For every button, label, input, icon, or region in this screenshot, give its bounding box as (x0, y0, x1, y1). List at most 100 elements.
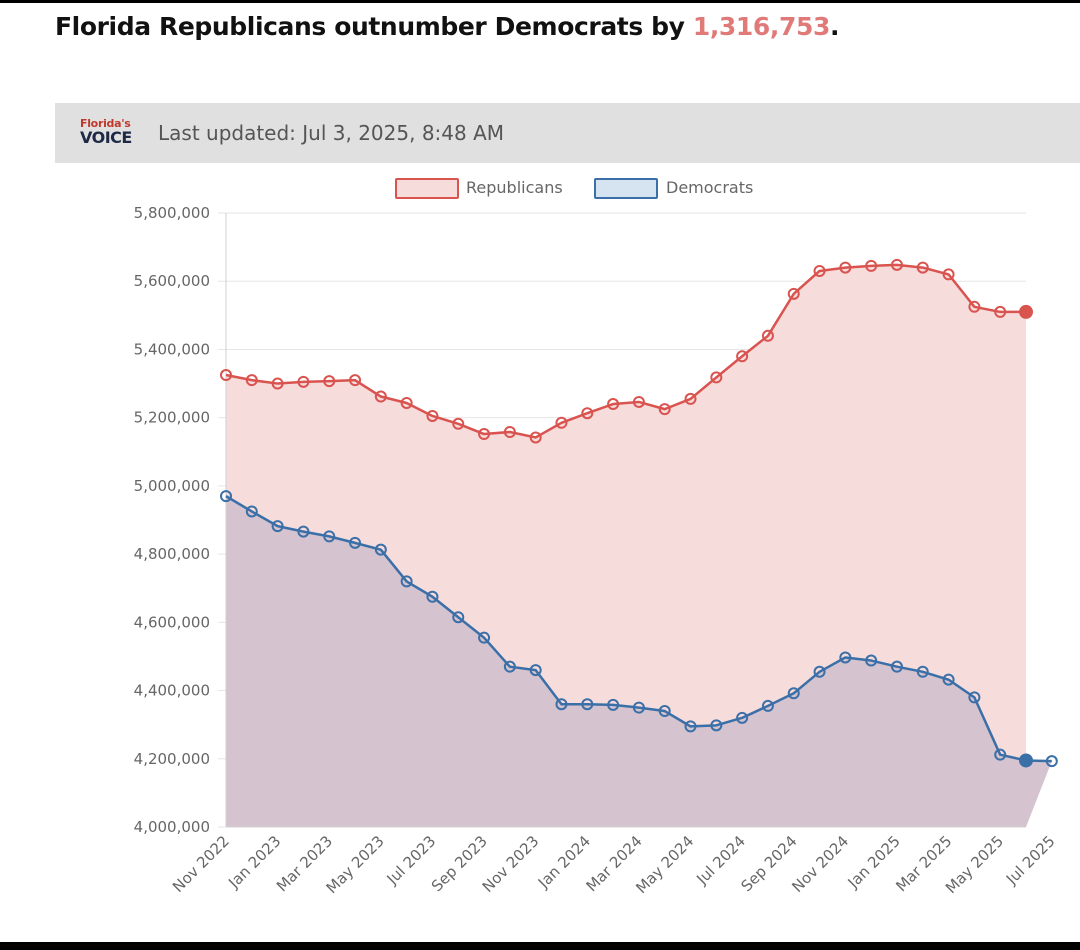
last-updated: Last updated: Jul 3, 2025, 8:48 AM (158, 121, 505, 145)
logo-top-text: Florida's (80, 117, 131, 130)
page-title: Florida Republicans outnumber Democrats … (55, 12, 840, 41)
point-layer (220, 258, 1058, 768)
point-republicans (787, 287, 800, 300)
point-republicans (942, 268, 955, 281)
point-republicans (968, 300, 981, 313)
y-tick-label: 5,600,000 (134, 272, 210, 290)
legend-swatch-republicans[interactable] (395, 178, 459, 199)
point-democrats (632, 701, 645, 714)
chart-banner: Florida's VOICE Last updated: Jul 3, 202… (55, 103, 1080, 163)
legend-swatch-democrats[interactable] (594, 178, 658, 199)
point-democrats (529, 664, 542, 677)
point-democrats (220, 490, 232, 503)
line-democrats (225, 495, 1052, 763)
point-republicans (323, 375, 336, 388)
point-democrats (581, 698, 594, 711)
legend: Republicans Democrats (395, 178, 753, 199)
point-democrats (684, 720, 697, 733)
point-democrats (865, 654, 878, 667)
point-republicans (245, 374, 258, 387)
axis-layer (225, 213, 1026, 828)
point-republicans (349, 374, 362, 387)
legend-label-democrats[interactable]: Democrats (666, 178, 753, 197)
point-republicans (297, 375, 310, 388)
point-democrats (710, 719, 723, 732)
point-republicans (1019, 304, 1033, 319)
point-republicans (916, 261, 929, 274)
top-border (0, 0, 1080, 3)
point-democrats (426, 590, 439, 603)
point-democrats (503, 660, 516, 673)
point-democrats (297, 525, 310, 538)
y-tick-label: 4,000,000 (134, 818, 210, 836)
y-tick-label: 5,200,000 (134, 409, 210, 427)
y-tick-label: 4,200,000 (134, 750, 210, 768)
bottom-border (0, 942, 1080, 950)
headline-difference: 1,316,753 (692, 12, 831, 41)
point-republicans (736, 350, 749, 363)
point-democrats (890, 660, 903, 673)
point-republicans (813, 264, 826, 277)
point-democrats (452, 611, 465, 624)
point-democrats (245, 505, 258, 518)
headline-prefix: Florida Republicans outnumber Democrats … (55, 12, 693, 41)
point-democrats (271, 520, 284, 533)
y-tick-label: 5,400,000 (134, 340, 210, 358)
point-republicans (994, 305, 1007, 318)
point-republicans (400, 396, 413, 409)
y-tick-label: 5,800,000 (134, 204, 210, 222)
point-republicans (426, 409, 439, 422)
point-democrats (1019, 753, 1033, 768)
floridas-voice-logo: Florida's VOICE (80, 118, 148, 150)
y-tick-label: 4,600,000 (134, 613, 210, 631)
headline-suffix: . (830, 12, 840, 41)
point-republicans (452, 417, 465, 430)
point-republicans (220, 369, 232, 382)
logo-bottom-text: VOICE (80, 128, 132, 147)
y-tick-label: 5,000,000 (134, 477, 210, 495)
point-republicans (761, 329, 774, 342)
point-democrats (916, 665, 929, 678)
y-tick-label: 4,400,000 (134, 682, 210, 700)
point-republicans (555, 416, 568, 429)
area-democrats (226, 496, 1052, 827)
point-democrats (374, 543, 387, 556)
x-tick-label: Nov 2023 (479, 832, 543, 896)
point-democrats (658, 705, 671, 718)
x-tick-label: Nov 2022 (169, 832, 233, 896)
point-democrats (400, 575, 413, 588)
point-republicans (839, 261, 852, 274)
point-republicans (271, 377, 284, 390)
point-republicans (890, 258, 903, 271)
point-democrats (555, 698, 568, 711)
point-republicans (478, 428, 491, 441)
point-democrats (968, 691, 981, 704)
point-democrats (994, 748, 1007, 761)
point-democrats (323, 530, 336, 543)
point-republicans (607, 398, 620, 411)
point-republicans (374, 390, 387, 403)
point-democrats (1045, 755, 1058, 768)
point-republicans (503, 425, 516, 438)
point-democrats (478, 631, 491, 644)
point-republicans (632, 395, 645, 408)
point-republicans (710, 371, 723, 384)
point-democrats (839, 651, 852, 664)
point-republicans (529, 431, 542, 444)
point-democrats (607, 698, 620, 711)
point-republicans (684, 392, 697, 405)
point-republicans (581, 407, 594, 420)
y-tick-label: 4,800,000 (134, 545, 210, 563)
point-democrats (349, 536, 362, 549)
point-republicans (658, 403, 671, 416)
area-layer (226, 264, 1052, 827)
x-tick-label: Jul 2025 (1002, 832, 1059, 889)
point-republicans (865, 259, 878, 272)
point-democrats (942, 673, 955, 686)
x-tick-label: Nov 2024 (788, 832, 852, 896)
legend-label-republicans[interactable]: Republicans (466, 178, 563, 197)
point-democrats (736, 711, 749, 724)
point-democrats (813, 665, 826, 678)
point-democrats (761, 699, 774, 712)
